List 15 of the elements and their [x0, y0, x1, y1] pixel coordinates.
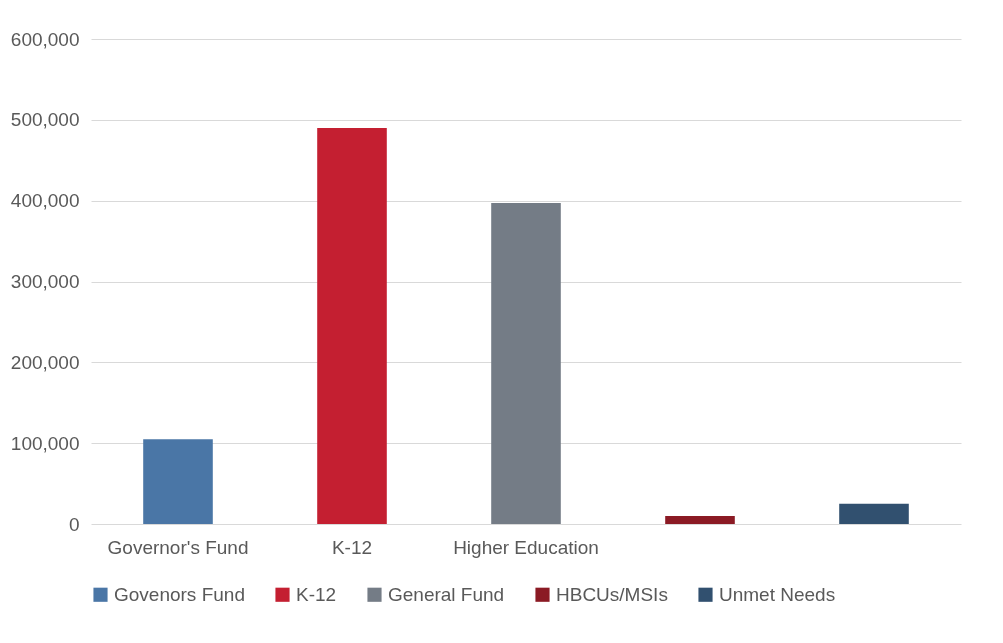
legend-label: Unmet Needs [719, 583, 836, 605]
legend-label: K-12 [296, 583, 337, 605]
y-tick-label: 400,000 [10, 190, 80, 212]
y-tick-label: 100,000 [10, 432, 80, 454]
y-tick-label: 200,000 [10, 351, 80, 373]
x-tick-label: Governor's Fund [107, 536, 249, 558]
legend-label: General Fund [388, 583, 505, 605]
x-tick-label: K-12 [331, 536, 373, 558]
y-tick-label: 600,000 [10, 28, 80, 50]
legend-label: Govenors Fund [114, 583, 245, 605]
y-tick-label: 0 [68, 513, 80, 535]
x-tick-label: Higher Education [453, 536, 599, 558]
legend-label: HBCUs/MSIs [556, 583, 668, 605]
y-tick-label: 300,000 [10, 271, 80, 292]
y-tick-label: 500,000 [10, 109, 80, 131]
